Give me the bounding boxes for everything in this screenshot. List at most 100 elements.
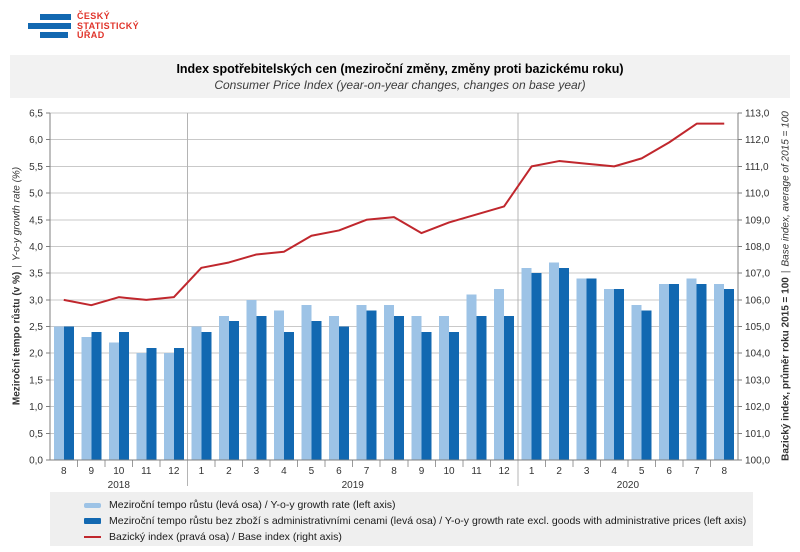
- bar-yoy-excl-admin: [173, 347, 184, 460]
- bar-yoy: [411, 315, 422, 460]
- czso-logo: ČESKÝ STATISTICKÝ ÚŘAD: [28, 11, 198, 48]
- bar-yoy: [604, 289, 615, 460]
- legend-label: Bazický index (pravá osa) / Base index (…: [109, 531, 342, 543]
- legend-item-yoy: Meziroční tempo růstu (levá osa) / Y-o-y…: [84, 497, 753, 513]
- month-label: 12: [168, 466, 180, 477]
- right-tick-label: 106,0: [745, 295, 770, 306]
- left-tick-label: 0,5: [29, 429, 43, 440]
- month-label: 5: [639, 466, 645, 477]
- bar-yoy: [356, 305, 367, 460]
- bar-yoy-excl-admin: [63, 326, 74, 460]
- bar-yoy-excl-admin: [586, 278, 597, 460]
- bar-yoy: [714, 283, 725, 460]
- bar-yoy-excl-admin: [366, 310, 377, 460]
- bar-yoy-excl-admin: [338, 326, 349, 460]
- bar-yoy: [218, 315, 229, 460]
- bar-yoy-excl-admin: [91, 331, 102, 460]
- left-tick-label: 6,0: [29, 135, 43, 146]
- right-tick-label: 105,0: [745, 322, 770, 333]
- title-band: Index spotřebitelských cen (meziroční zm…: [10, 55, 790, 98]
- right-tick-label: 102,0: [745, 402, 770, 413]
- logo-bar-icon: [40, 32, 68, 38]
- bar-yoy: [273, 310, 284, 460]
- left-tick-label: 1,5: [29, 375, 43, 386]
- month-label: 7: [364, 466, 370, 477]
- bar-yoy: [659, 283, 670, 460]
- bar-yoy: [631, 305, 642, 460]
- bar-yoy: [301, 305, 312, 460]
- left-tick-label: 2,0: [29, 349, 43, 360]
- left-tick-label: 3,5: [29, 269, 43, 280]
- bar-yoy-excl-admin: [696, 283, 707, 460]
- month-label: 7: [694, 466, 700, 477]
- month-label: 11: [141, 466, 152, 477]
- bar-yoy: [53, 326, 64, 460]
- bar-yoy-excl-admin: [724, 289, 735, 460]
- bar-yoy: [521, 267, 532, 460]
- bar-yoy: [439, 315, 450, 460]
- left-tick-label: 3,0: [29, 295, 43, 306]
- legend-item-base-index: Bazický index (pravá osa) / Base index (…: [84, 529, 753, 545]
- month-label: 8: [61, 466, 67, 477]
- legend-swatch-red-line-icon: [84, 536, 101, 538]
- left-tick-label: 4,0: [29, 242, 43, 253]
- bar-yoy-excl-admin: [641, 310, 652, 460]
- year-label: 2019: [342, 480, 365, 491]
- bar-yoy: [686, 278, 697, 460]
- left-tick-label: 0,0: [29, 456, 43, 467]
- month-label: 3: [584, 466, 590, 477]
- left-tick-label: 5,5: [29, 162, 43, 173]
- month-label: 9: [419, 466, 425, 477]
- bar-yoy: [328, 315, 339, 460]
- legend-item-yoy-excl-admin: Meziroční tempo růstu bez zboží s admini…: [84, 513, 753, 529]
- month-label: 1: [199, 466, 205, 477]
- bar-yoy: [136, 353, 147, 460]
- month-label: 6: [336, 466, 342, 477]
- bar-yoy-excl-admin: [449, 331, 460, 460]
- right-tick-label: 103,0: [745, 375, 770, 386]
- month-label: 8: [721, 466, 727, 477]
- legend-label: Meziroční tempo růstu bez zboží s admini…: [109, 515, 747, 527]
- base-index-line: [63, 122, 725, 307]
- right-tick-label: 104,0: [745, 349, 770, 360]
- chart-legend: Meziroční tempo růstu (levá osa) / Y-o-y…: [50, 492, 753, 546]
- bar-yoy-excl-admin: [421, 331, 432, 460]
- bar-yoy: [384, 305, 394, 460]
- logo-line-1: ČESKÝ: [77, 11, 111, 21]
- month-label: 5: [309, 466, 315, 477]
- bar-yoy: [108, 342, 119, 460]
- month-label: 4: [611, 466, 617, 477]
- month-label: 10: [113, 466, 125, 477]
- logo-text: ČESKÝ STATISTICKÝ ÚŘAD: [77, 11, 140, 41]
- bar-yoy: [549, 262, 560, 460]
- right-tick-label: 111,0: [745, 162, 769, 173]
- month-label: 2: [226, 466, 232, 477]
- bar-yoy-excl-admin: [256, 315, 267, 460]
- bar-yoy-excl-admin: [394, 315, 404, 460]
- left-tick-label: 5,0: [29, 189, 43, 200]
- bar-yoy: [81, 337, 92, 460]
- right-tick-label: 107,0: [745, 269, 770, 280]
- bar-yoy: [191, 326, 202, 460]
- month-label: 2: [556, 466, 562, 477]
- right-tick-label: 113,0: [745, 109, 770, 120]
- month-label: 3: [254, 466, 260, 477]
- bar-yoy: [576, 278, 587, 460]
- bar-yoy-excl-admin: [283, 331, 294, 460]
- year-label: 2020: [617, 480, 640, 491]
- left-tick-label: 6,5: [29, 109, 43, 120]
- month-label: 6: [666, 466, 672, 477]
- month-label: 4: [281, 466, 287, 477]
- bar-yoy-excl-admin: [146, 347, 157, 460]
- bar-yoy-excl-admin: [228, 321, 239, 460]
- bar-yoy-excl-admin: [504, 315, 515, 460]
- bar-yoy-excl-admin: [531, 273, 542, 460]
- legend-swatch-light-bar-icon: [84, 502, 101, 508]
- month-label: 11: [471, 466, 482, 477]
- bar-yoy-excl-admin: [559, 267, 570, 460]
- logo-line-3: ÚŘAD: [77, 30, 105, 40]
- logo-line-2: STATISTICKÝ: [77, 20, 140, 31]
- bar-yoy-excl-admin: [614, 289, 625, 460]
- left-tick-label: 4,5: [29, 215, 43, 226]
